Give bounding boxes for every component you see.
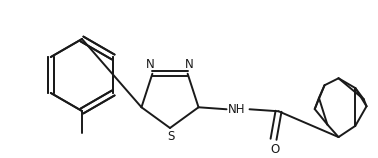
Text: NH: NH [228,103,245,116]
Text: N: N [146,58,155,71]
Text: N: N [185,58,194,71]
Text: S: S [167,131,175,143]
Text: O: O [270,143,279,156]
